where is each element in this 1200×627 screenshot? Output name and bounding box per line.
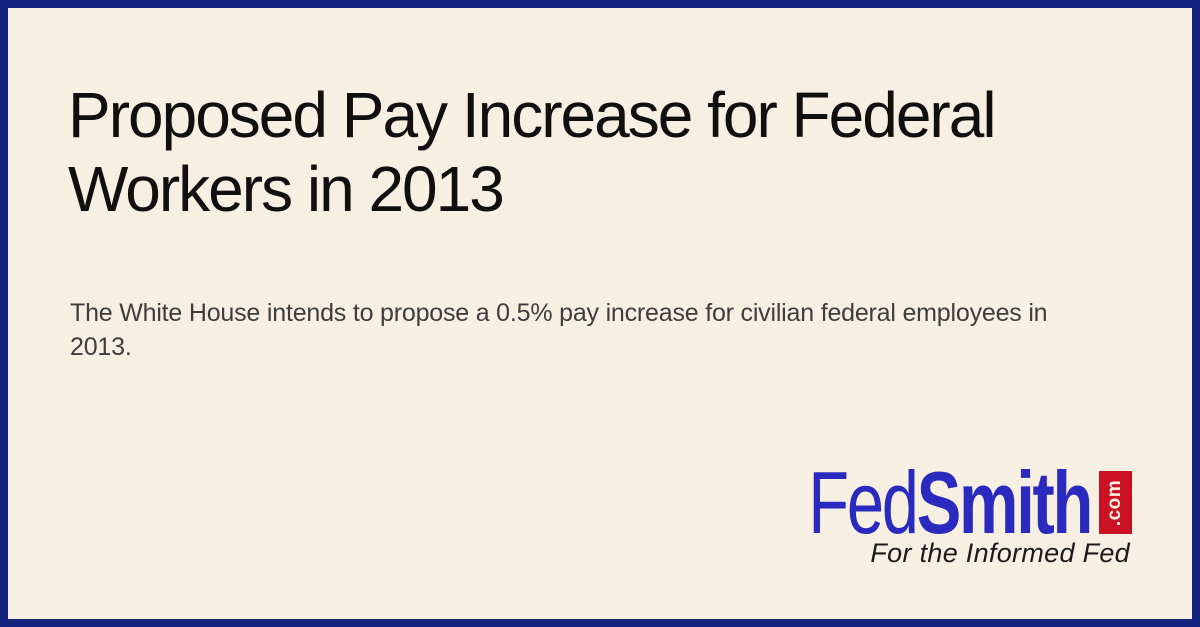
logo-dotcom-text: .com [1104, 479, 1126, 526]
logo-wordmark: FedSmith .com [719, 459, 1132, 547]
subtitle-text: The White House intends to propose a 0.5… [70, 299, 1048, 361]
logo-fed-text: Fed [808, 453, 919, 552]
fedsmith-logo: FedSmith .com For the Informed Fed [719, 459, 1132, 569]
logo-smith-text: Smith [916, 453, 1094, 552]
page-title: Proposed Pay Increase for Federal Worker… [68, 79, 997, 225]
logo-tagline: For the Informed Fed [870, 538, 1130, 568]
logo-dotcom-badge: .com [1099, 471, 1132, 534]
logo-wordmark-text: FedSmith [808, 459, 1093, 547]
